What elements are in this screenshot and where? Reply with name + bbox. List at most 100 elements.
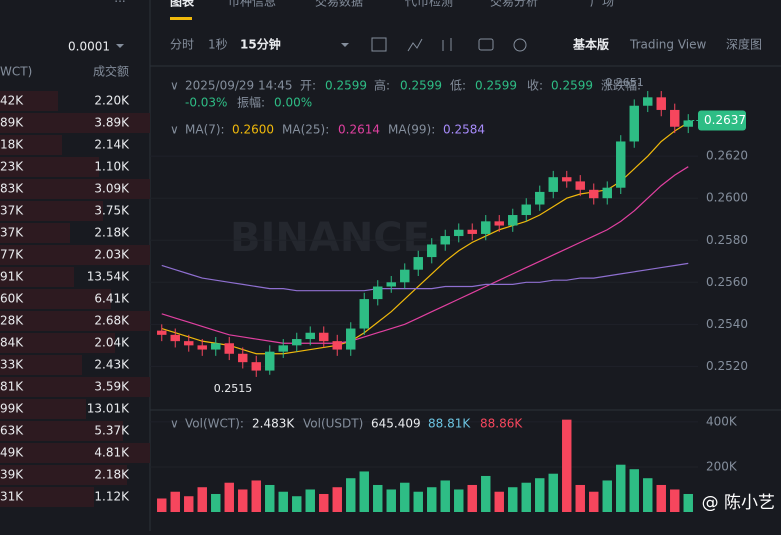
volume-bar (454, 489, 464, 512)
candle-body (508, 215, 518, 226)
book-amount: 89K (0, 116, 24, 130)
view[interactable]: 深度图 (726, 37, 762, 52)
volume-bar (535, 478, 545, 512)
depth-bar (0, 223, 70, 243)
collapse[interactable]: ∨ (170, 417, 179, 431)
value: 0.2599 (400, 79, 442, 93)
tab[interactable]: 图表 (170, 0, 195, 9)
volume-bar (278, 491, 288, 512)
label: 开: (300, 79, 316, 93)
tab[interactable]: 代币检测 (405, 0, 453, 9)
candle-body (683, 120, 693, 127)
tab[interactable]: 交易数据 (315, 0, 363, 9)
volume-bar (589, 491, 599, 512)
collapse[interactable]: ∨ (170, 123, 179, 137)
volume-bar (602, 480, 612, 512)
volume-bar (521, 482, 531, 512)
book-amount: 81K (0, 380, 24, 394)
depth-bar (0, 487, 94, 507)
depth-bar (0, 179, 150, 199)
book-turnover: 2.03K (94, 248, 130, 262)
book-amount: 31K (0, 490, 24, 504)
volume-bar (197, 487, 207, 512)
depth-bar (0, 245, 150, 265)
y-tick-label: 0.2620 (706, 149, 748, 163)
book-turnover: 3.09K (94, 182, 130, 196)
volume-bar (170, 491, 180, 512)
collapse[interactable]: ∨ (170, 79, 179, 93)
ma-line (161, 262, 689, 292)
book-turnover: 3.75K (94, 204, 130, 218)
book-amount: 28K (0, 314, 24, 328)
book-amount: 49K (0, 446, 24, 460)
volume-bar (184, 496, 194, 512)
depth-bar (0, 465, 127, 485)
view[interactable]: Trading View (629, 38, 707, 52)
volume-bar (683, 493, 693, 512)
depth-bar (0, 377, 150, 397)
volume-bar (575, 484, 585, 512)
volume-bar (467, 484, 477, 512)
depth-bar (0, 289, 111, 309)
ma-line (161, 166, 689, 344)
interval-active[interactable]: 15分钟 (240, 37, 281, 52)
candle-body (386, 282, 396, 287)
precision[interactable]: 0.0001 (68, 40, 110, 54)
candle-body (224, 343, 234, 354)
volume-bar (359, 471, 369, 512)
y-tick-label: 0.2600 (706, 191, 748, 205)
candle-body (535, 191, 545, 205)
tab[interactable]: 交易分析 (490, 0, 538, 9)
candle-body (373, 286, 383, 300)
volume-bar (400, 482, 410, 512)
menu-icon[interactable]: ··· (114, 0, 125, 9)
interval[interactable]: 1秒 (208, 38, 228, 52)
depth-bar (0, 355, 82, 375)
label: 收: (527, 79, 543, 93)
volume-bar (265, 484, 275, 512)
depth-bar (0, 113, 150, 133)
book-amount: 23K (0, 160, 24, 174)
last-price-label: 0.2637 (704, 113, 746, 127)
volume-bar (386, 489, 396, 512)
label: 低: (450, 79, 466, 93)
candle-body (278, 345, 288, 352)
volume-bar (373, 484, 383, 512)
y-tick-label: 0.2520 (706, 359, 748, 373)
tab[interactable]: 币种信息 (228, 0, 276, 9)
depth-bar (0, 201, 103, 221)
book-turnover: 6.41K (94, 292, 130, 306)
candle-body (211, 343, 221, 350)
value: 88.86K (480, 417, 523, 431)
candle-body (400, 269, 410, 283)
book-turnover: 2.43K (94, 358, 130, 372)
candle-body (643, 97, 653, 106)
candle-body (670, 109, 680, 127)
candle-body (197, 345, 207, 350)
volume-bar (494, 491, 504, 512)
candle-body (629, 105, 639, 142)
volume-bar (481, 475, 491, 512)
value: 0.2600 (232, 123, 274, 137)
volume-bar (548, 473, 558, 512)
time: 2025/09/29 14:45 (185, 79, 293, 93)
book-turnover: 5.37K (94, 424, 130, 438)
volume-bar (643, 478, 653, 512)
label: Vol(WCT): (185, 417, 244, 431)
candle-body (575, 181, 585, 190)
tab[interactable]: 广场 (590, 0, 614, 9)
depth-bar (0, 311, 150, 331)
depth-bar (0, 399, 86, 419)
candle-body (454, 229, 464, 237)
book-amount: 39K (0, 468, 24, 482)
value: 0.2599 (325, 79, 367, 93)
volume-bar (670, 489, 680, 512)
book-turnover: 2.04K (94, 336, 130, 350)
volume-bar (562, 419, 572, 512)
candle-body (305, 332, 315, 340)
interval[interactable]: 分时 (170, 38, 194, 52)
view-active[interactable]: 基本版 (572, 37, 609, 52)
candle-body (589, 189, 599, 199)
candle-body (440, 236, 450, 245)
